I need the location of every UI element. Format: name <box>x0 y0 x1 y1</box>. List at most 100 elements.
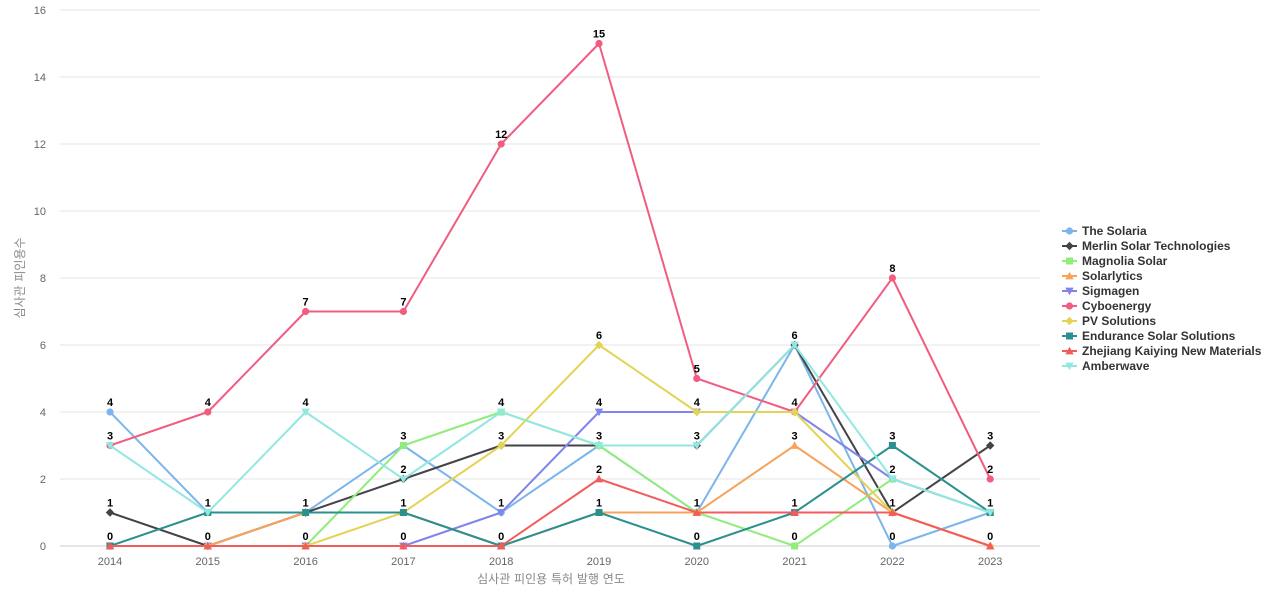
y-axis: 0 2 4 6 8 10 12 14 16 <box>34 5 46 553</box>
data-point[interactable] <box>106 408 114 416</box>
data-label: 0 <box>107 531 113 543</box>
data-point[interactable] <box>399 541 408 550</box>
data-point[interactable] <box>595 509 603 516</box>
x-tick-label: 2020 <box>685 556 709 568</box>
data-point[interactable] <box>790 407 799 417</box>
data-label: 4 <box>596 397 603 409</box>
series-cyboenergy[interactable] <box>106 39 994 483</box>
data-point[interactable] <box>497 140 505 148</box>
series-amberwave[interactable] <box>105 341 995 517</box>
data-point[interactable] <box>497 441 506 450</box>
data-point[interactable] <box>594 340 604 350</box>
data-point[interactable] <box>399 475 408 484</box>
data-point[interactable] <box>105 541 115 550</box>
legend-marker[interactable] <box>1066 332 1073 340</box>
data-point[interactable] <box>790 508 799 516</box>
data-label: 1 <box>400 498 406 510</box>
data-point[interactable] <box>497 509 506 517</box>
legend-label: Endurance Solar Solutions <box>1082 329 1236 343</box>
data-point[interactable] <box>693 374 701 383</box>
legend-item-solarlytics[interactable]: Solarlytics <box>1062 269 1143 283</box>
series-line[interactable] <box>109 344 991 547</box>
legend-item-magnolia-solar[interactable]: Magnolia Solar <box>1062 254 1168 268</box>
data-label: 4 <box>694 397 701 409</box>
data-point[interactable] <box>302 307 310 316</box>
data-point[interactable] <box>986 509 995 517</box>
data-label: 2 <box>596 464 602 476</box>
legend-marker[interactable] <box>1065 227 1074 235</box>
data-point[interactable] <box>399 307 407 316</box>
legend-marker[interactable] <box>1065 346 1074 355</box>
data-point[interactable] <box>790 341 799 350</box>
legend-item-zhejiang-kaiying-new-materials[interactable]: Zhejiang Kaiying New Materials <box>1062 344 1262 358</box>
legend-marker[interactable] <box>1066 257 1073 265</box>
data-point[interactable] <box>888 442 896 449</box>
series-zhejiang-kaiying-new-materials[interactable] <box>105 474 995 550</box>
data-point[interactable] <box>595 39 603 48</box>
data-point[interactable] <box>497 408 506 417</box>
data-label: 7 <box>303 297 309 309</box>
data-point[interactable] <box>399 442 407 449</box>
series-line[interactable] <box>110 478 991 547</box>
data-point[interactable] <box>399 509 407 516</box>
y-tick-label: 10 <box>34 206 46 218</box>
y-tick-label: 0 <box>40 541 46 553</box>
data-label: 3 <box>107 431 113 443</box>
series-line[interactable] <box>109 42 992 480</box>
data-point[interactable] <box>594 442 604 450</box>
legend-item-sigmagen[interactable]: Sigmagen <box>1062 284 1139 298</box>
data-point[interactable] <box>790 441 799 449</box>
series-line[interactable] <box>110 444 991 547</box>
data-point[interactable] <box>594 474 604 483</box>
x-axis-title: 심사관 피인용 특허 발행 연도 <box>477 571 625 586</box>
data-point[interactable] <box>888 508 897 516</box>
data-point[interactable] <box>301 541 310 550</box>
series-line[interactable] <box>109 444 991 547</box>
data-point[interactable] <box>693 542 701 550</box>
legend-item-amberwave[interactable]: Amberwave <box>1062 359 1150 373</box>
legend-marker[interactable] <box>1065 241 1074 251</box>
legend-item-endurance-solar-solutions[interactable]: Endurance Solar Solutions <box>1062 329 1236 343</box>
series-merlin-solar-technologies[interactable] <box>105 340 995 551</box>
data-point[interactable] <box>986 441 995 450</box>
data-label: 1 <box>107 498 113 510</box>
data-point[interactable] <box>692 442 701 450</box>
data-label: 4 <box>107 397 114 409</box>
data-label: 1 <box>889 498 895 510</box>
data-label: 3 <box>694 431 700 443</box>
legend-marker[interactable] <box>1065 316 1074 326</box>
legend-marker[interactable] <box>1065 271 1074 280</box>
data-point[interactable] <box>986 475 994 483</box>
data-point[interactable] <box>888 475 897 484</box>
data-point[interactable] <box>986 541 995 550</box>
data-point[interactable] <box>888 542 897 550</box>
y-tick-label: 6 <box>40 340 46 352</box>
x-tick-label: 2017 <box>391 556 415 568</box>
data-label: 2 <box>889 464 895 476</box>
data-point[interactable] <box>692 508 701 516</box>
legend-item-merlin-solar-technologies[interactable]: Merlin Solar Technologies <box>1062 239 1231 253</box>
legend-label: Zhejiang Kaiying New Materials <box>1082 344 1262 358</box>
data-point[interactable] <box>302 509 310 516</box>
series-line[interactable] <box>109 344 991 514</box>
legend-marker[interactable] <box>1065 302 1074 310</box>
data-point[interactable] <box>204 408 212 416</box>
data-point[interactable] <box>105 442 115 450</box>
data-label: 1 <box>498 498 504 510</box>
data-point[interactable] <box>105 508 115 517</box>
data-point[interactable] <box>203 509 212 517</box>
data-point[interactable] <box>301 408 310 417</box>
legend-marker[interactable] <box>1065 362 1074 371</box>
data-point[interactable] <box>888 274 897 282</box>
legend-item-cyboenergy[interactable]: Cyboenergy <box>1062 299 1152 313</box>
data-point[interactable] <box>791 542 799 550</box>
legend-marker[interactable] <box>1065 287 1074 296</box>
legend-item-the-solaria[interactable]: The Solaria <box>1062 224 1147 238</box>
data-point[interactable] <box>497 541 506 550</box>
data-point[interactable] <box>594 408 604 417</box>
legend-item-pv-solutions[interactable]: PV Solutions <box>1062 314 1156 328</box>
data-point[interactable] <box>692 407 701 417</box>
data-point[interactable] <box>203 541 212 550</box>
